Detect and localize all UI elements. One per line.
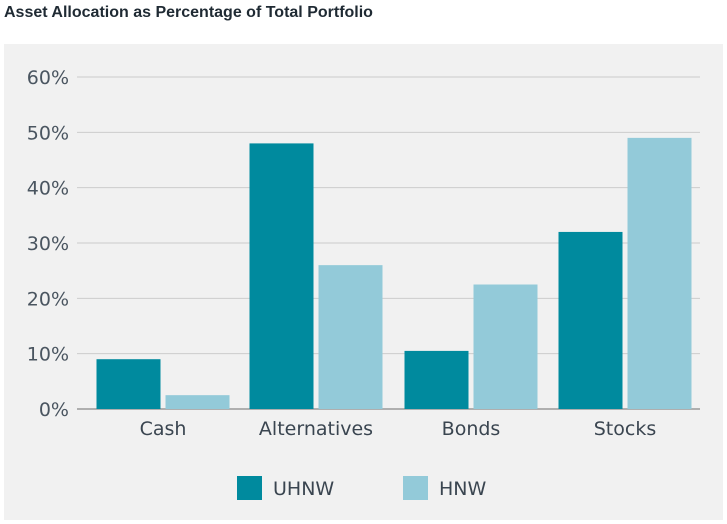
- bar-hnw-stocks: [627, 137, 692, 409]
- bar-uhnw-bonds: [404, 350, 469, 409]
- x-tick-label: Alternatives: [259, 418, 373, 440]
- x-tick-label: Bonds: [442, 418, 501, 440]
- bar-hnw-alternatives: [318, 265, 383, 409]
- bar-hnw-bonds: [473, 284, 538, 409]
- bar-uhnw-cash: [96, 359, 161, 409]
- bar-hnw-cash: [165, 395, 230, 409]
- legend-swatch-hnw: [403, 476, 428, 500]
- bar-uhnw-stocks: [558, 231, 623, 409]
- y-tick-label: 20%: [27, 288, 69, 310]
- x-tick-label: Stocks: [594, 418, 656, 440]
- legend-swatch-uhnw: [237, 476, 262, 500]
- legend-label-uhnw: UHNW: [273, 478, 334, 500]
- legend-label-hnw: HNW: [439, 478, 487, 500]
- y-tick-label: 60%: [27, 67, 69, 89]
- y-tick-label: 10%: [27, 344, 69, 366]
- y-tick-label: 50%: [27, 122, 69, 144]
- chart-title: Asset Allocation as Percentage of Total …: [4, 4, 373, 21]
- y-tick-label: 40%: [27, 178, 69, 200]
- y-tick-label: 0%: [39, 399, 69, 421]
- x-tick-label: Cash: [140, 418, 187, 440]
- bar-uhnw-alternatives: [249, 143, 314, 409]
- y-tick-label: 30%: [27, 233, 69, 255]
